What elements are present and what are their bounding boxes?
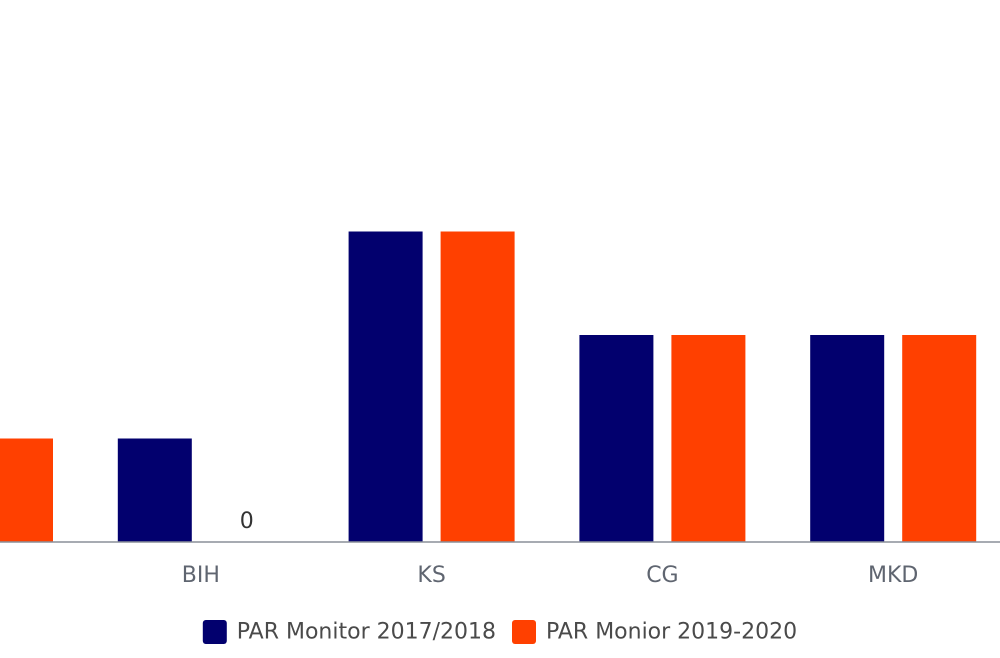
bar-series-1-category-3 <box>671 335 746 542</box>
bar-series-1-category-0 <box>0 438 53 542</box>
x-tick-label: BIH <box>182 563 220 588</box>
legend-label-1[interactable]: PAR Monior 2019-2020 <box>546 620 797 645</box>
data-labels: 0 <box>240 509 254 534</box>
legend-swatch-0[interactable] <box>202 620 227 644</box>
bar-series-0-category-1 <box>117 438 192 542</box>
bar-series-1-category-4 <box>902 335 977 542</box>
bar-series-0-category-3 <box>579 335 654 542</box>
bars-group <box>0 231 977 542</box>
bar-series-0-category-4 <box>810 335 885 542</box>
bar-series-1-category-2 <box>440 231 515 542</box>
data-label-0: 0 <box>240 509 254 534</box>
x-tick-label: CG <box>646 563 678 588</box>
legend-label-0[interactable]: PAR Monitor 2017/2018 <box>237 620 496 645</box>
bar-series-0-category-2 <box>348 231 423 542</box>
x-tick-label: MKD <box>868 563 918 588</box>
legend: PAR Monitor 2017/2018 PAR Monior 2019-202… <box>202 620 797 645</box>
x-tick-labels: BIH KS CG MKD <box>182 563 919 588</box>
x-tick-label: KS <box>417 563 445 588</box>
legend-swatch-1[interactable] <box>512 620 536 644</box>
